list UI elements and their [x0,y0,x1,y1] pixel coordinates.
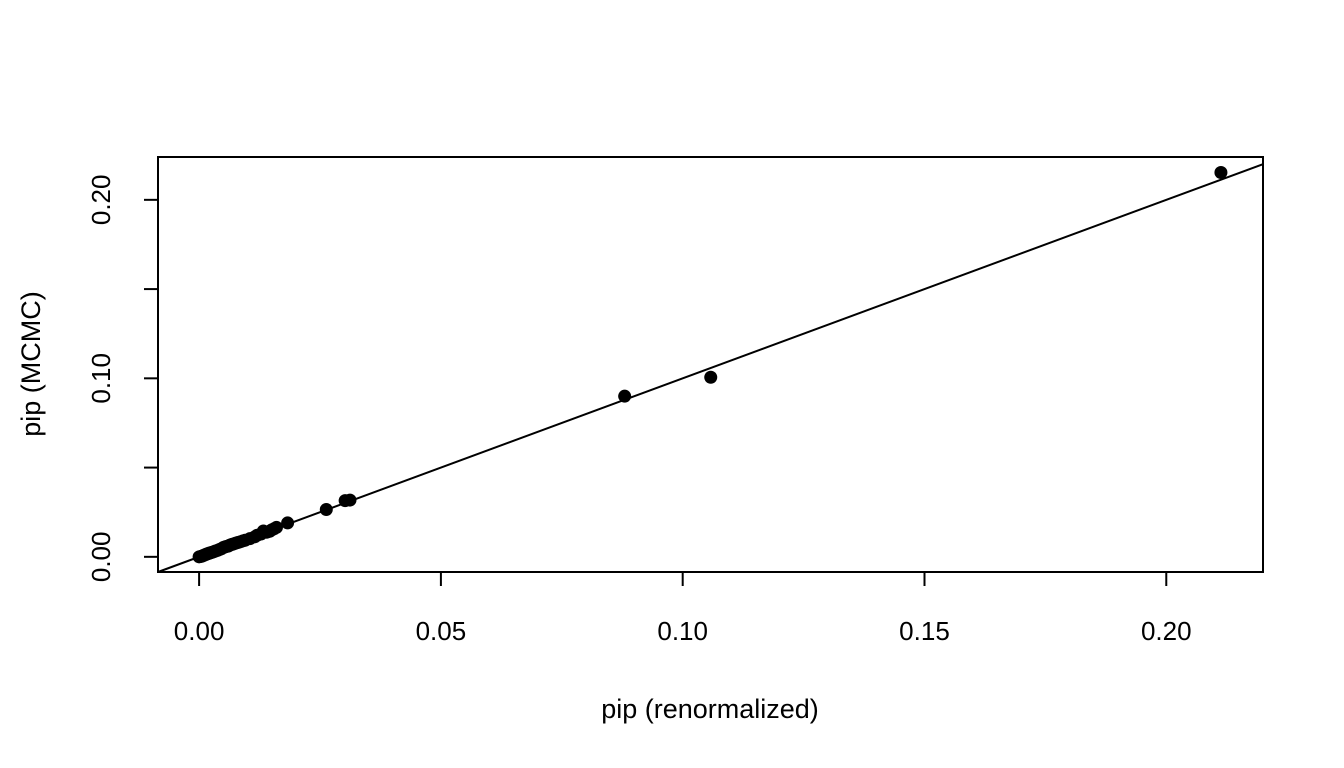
data-point [704,370,718,384]
x-tick-label: 0.10 [657,616,708,646]
x-axis-title: pip (renormalized) [601,694,819,724]
x-tick-label: 0.15 [899,616,950,646]
x-tick-label: 0.05 [416,616,467,646]
y-tick-label: 0.10 [86,353,116,404]
y-axis: 0.00 0.10 0.20 [86,175,159,583]
data-point [618,389,632,403]
data-point [319,503,333,517]
y-tick-label: 0.20 [86,175,116,226]
data-point [281,516,295,530]
data-points [192,166,1228,564]
data-point [269,520,283,534]
data-point [1214,166,1228,180]
y-axis-title: pip (MCMC) [16,291,46,437]
x-tick-label: 0.20 [1141,616,1192,646]
data-point [343,493,357,507]
x-tick-label: 0.00 [174,616,225,646]
y-tick-label: 0.00 [86,532,116,583]
x-axis: 0.00 0.05 0.10 0.15 0.20 [174,571,1192,646]
